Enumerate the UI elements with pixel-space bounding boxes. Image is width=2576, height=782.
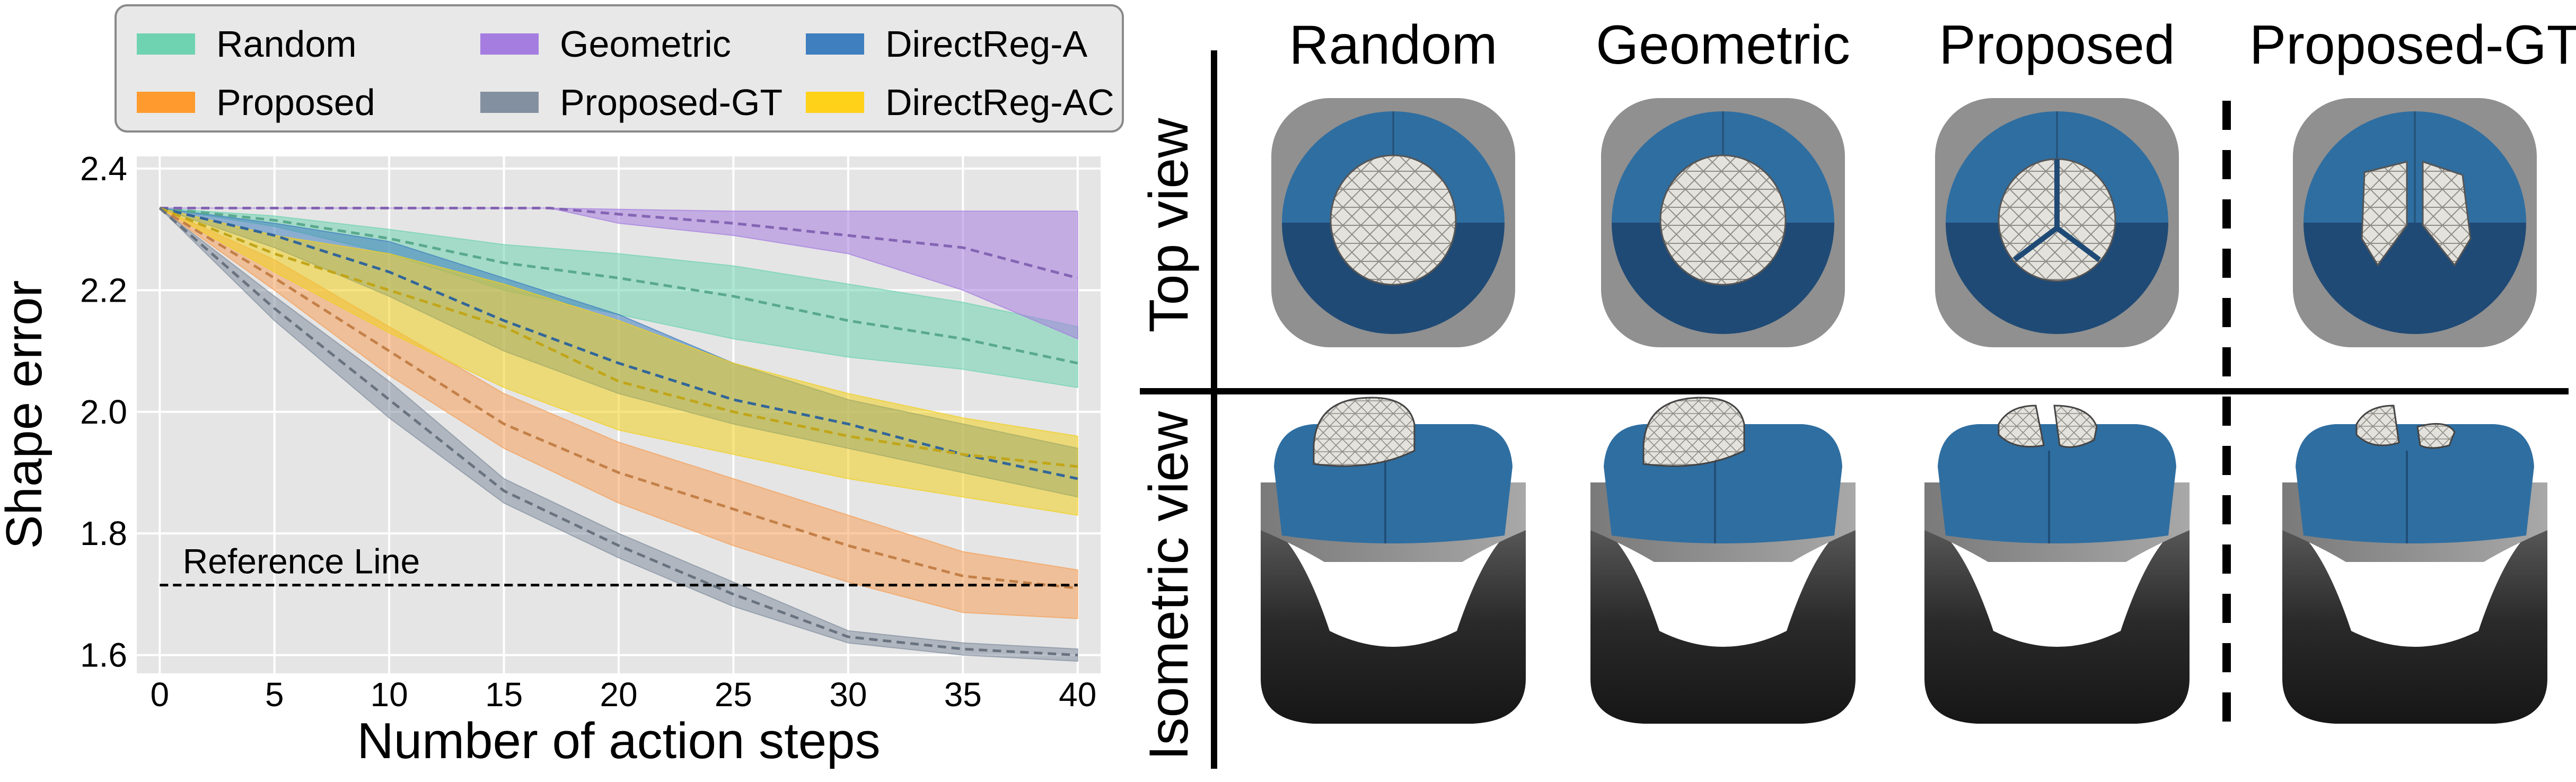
x-tick-label: 10	[371, 675, 408, 714]
y-tick-label: 2.0	[80, 393, 127, 431]
legend-swatch	[137, 33, 195, 55]
line-proposed-gt	[159, 207, 1078, 657]
iso-view-geometric	[1590, 397, 1856, 724]
legend-label: Proposed-GT	[560, 82, 783, 123]
reference-line: Reference Line	[160, 542, 1078, 587]
mesh-patch	[1998, 405, 2045, 447]
y-tick-label: 1.8	[80, 514, 127, 552]
row-label-isometric-view: Isometric view	[1138, 411, 1200, 761]
x-tick-label: 40	[1059, 675, 1096, 714]
shape-error-chart: Reference Line 0 5 10 15 20 25 30 35 40 1.6 1.8 2.0…	[0, 4, 1124, 769]
line-geometric	[160, 207, 1078, 279]
x-tick-label: 20	[600, 675, 637, 714]
legend-swatch	[137, 92, 195, 113]
line-random	[160, 207, 1078, 365]
line-proposed	[159, 207, 1078, 590]
x-axis-label: Number of action steps	[357, 713, 880, 769]
mesh-patch	[2053, 405, 2098, 448]
lid	[2296, 424, 2534, 543]
column-header-proposed: Proposed	[1939, 14, 2175, 76]
iso-view-random	[1261, 397, 1526, 724]
band-proposed	[159, 207, 1078, 619]
iso-view-proposed-gt	[2282, 405, 2547, 724]
iso-view-proposed	[1924, 405, 2190, 724]
cut-line	[2013, 159, 2101, 262]
legend-label: Proposed	[216, 82, 375, 123]
mesh-patch	[2416, 423, 2456, 449]
top-view-proposed	[1935, 98, 2179, 347]
y-axis-label: Shape error	[0, 280, 52, 549]
column-header-proposed-gt: Proposed-GT	[2249, 14, 2576, 76]
legend-swatch	[480, 33, 539, 55]
legend-swatch	[806, 33, 864, 55]
mesh-patch	[2355, 405, 2400, 446]
column-header-random: Random	[1289, 14, 1497, 76]
top-view-proposed-gt	[2293, 98, 2537, 347]
mesh-patch	[1313, 397, 1416, 467]
reference-line-label: Reference Line	[183, 542, 420, 581]
top-view-geometric	[1601, 98, 1845, 347]
legend-swatch	[806, 92, 864, 113]
y-tick-label: 1.6	[80, 636, 127, 674]
base-shape	[1924, 520, 2190, 724]
x-tick-label: 30	[829, 675, 867, 714]
mesh-patch	[1642, 397, 1745, 467]
base-shape	[1590, 520, 1856, 724]
legend-label: Random	[216, 23, 357, 65]
line-directreg-a	[159, 207, 1078, 480]
x-tick-label: 15	[485, 675, 523, 714]
column-header-geometric: Geometric	[1596, 14, 1850, 76]
chart-legend: Random Geometric DirectReg-A Proposed Propos…	[115, 4, 1124, 133]
base-shape	[1261, 520, 1526, 724]
x-tick-label: 35	[944, 675, 982, 714]
mesh-patch	[1330, 154, 1457, 286]
mesh-patch	[2422, 160, 2472, 267]
series-lines	[159, 207, 1078, 657]
x-tick-label: 0	[150, 675, 169, 714]
legend-label: DirectReg-A	[885, 23, 1088, 65]
lid	[1938, 424, 2176, 543]
mesh-patch	[1659, 154, 1787, 286]
legend-label: DirectReg-AC	[885, 82, 1114, 123]
x-tick-label: 5	[265, 675, 284, 714]
mesh-patch	[2361, 161, 2408, 267]
top-view-random	[1271, 98, 1515, 347]
lid-panel	[2304, 223, 2526, 334]
base-shape	[2282, 520, 2547, 724]
band-directreg-ac	[159, 207, 1078, 516]
line-directreg-ac	[159, 207, 1078, 468]
axis-ticks: 0 5 10 15 20 25 30 35 40 1.6 1.8 2.0 2.2 2.4	[80, 150, 1096, 714]
row-label-top-view: Top view	[1138, 118, 1200, 333]
legend-label: Geometric	[560, 23, 731, 65]
y-tick-label: 2.2	[80, 271, 127, 309]
x-tick-label: 25	[715, 675, 752, 714]
render-grid: Random Geometric Proposed Proposed-GT To…	[1138, 14, 2576, 769]
legend-swatch	[480, 92, 539, 113]
legend-box	[115, 4, 1124, 133]
y-tick-label: 2.4	[80, 150, 127, 188]
